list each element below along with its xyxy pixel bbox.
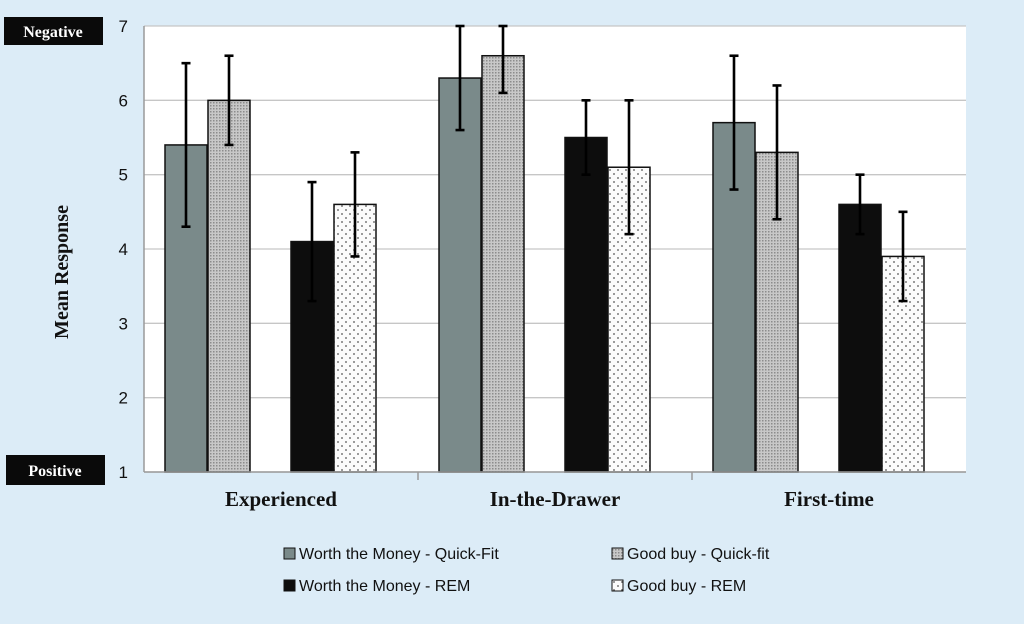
error-bar [855,173,865,236]
error-bar [498,24,508,95]
negative-tag: Negative [4,17,103,45]
y-axis-label: Mean Response [51,205,73,339]
bar [207,99,251,473]
error-bar [181,61,191,228]
error-bar [455,24,465,132]
error-bar [350,151,360,258]
bar [838,203,882,473]
legend-label: Worth the Money - REM [299,578,470,595]
axes [143,26,966,480]
legend-item: Good buy - Quick-fit [611,546,770,563]
legend-item: Good buy - REM [611,578,746,595]
category-labels: Experienced In-the-Drawer First-time [225,487,874,511]
error-bar [898,210,908,303]
error-bar [307,180,317,303]
legend-swatch [611,547,624,560]
svg-text:Positive: Positive [28,463,81,480]
bar [755,151,799,473]
y-tick-label: 2 [119,389,128,408]
bar [564,136,608,473]
y-tick-labels: 1 2 3 4 5 6 7 [119,17,128,482]
bar [481,54,525,473]
svg-text:Negative: Negative [23,24,83,41]
error-bar [224,54,234,147]
y-tick-label: 5 [119,166,128,185]
legend-label: Good buy - Quick-fit [627,546,770,563]
y-tick-label: 3 [119,314,128,333]
error-bars [181,24,908,303]
error-bar [772,84,782,221]
y-tick-label: 1 [119,463,128,482]
category-label: Experienced [225,487,337,511]
error-bar [581,99,591,176]
legend-label: Good buy - REM [627,578,746,595]
legend-swatch [283,579,296,592]
y-tick-label: 7 [119,17,128,36]
legend: Worth the Money - Quick-Fit Good buy - Qu… [283,546,770,595]
error-bar [624,99,634,236]
category-label: First-time [784,487,874,511]
legend-swatch [611,579,624,592]
legend-item: Worth the Money - Quick-Fit [283,546,499,563]
y-tick-label: 6 [119,91,128,110]
legend-label: Worth the Money - Quick-Fit [299,546,499,563]
bar [438,77,482,473]
legend-item: Worth the Money - REM [283,578,470,595]
category-label: In-the-Drawer [490,487,621,511]
error-bar [729,54,739,191]
y-tick-label: 4 [119,240,128,259]
positive-tag: Positive [6,455,105,485]
legend-swatch [283,547,296,560]
